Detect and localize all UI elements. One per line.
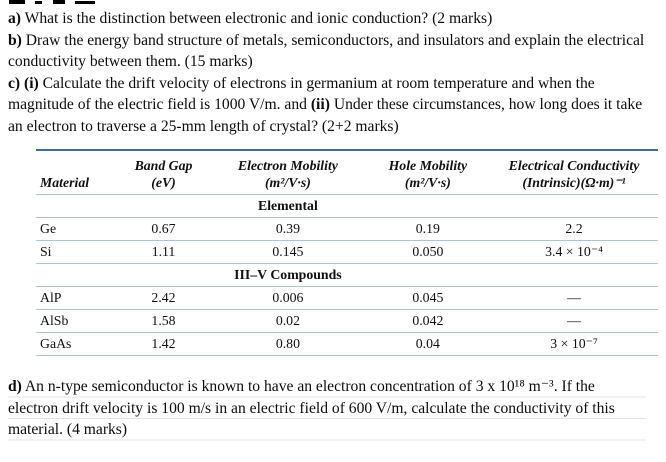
col-header-band-gap: Band Gap (eV) [117,150,210,195]
table-header-row: Material Band Gap (eV) Electron Mobility… [36,150,658,195]
col-header-material: Material [40,175,90,190]
cell-hole-mobility: 0.19 [415,221,440,236]
table-row-alp: AlP 2.42 0.006 0.045 — [36,287,658,310]
table-section-iii-v-compounds: III–V Compounds [36,264,658,287]
table-row-si: Si 1.11 0.145 0.050 3.4 × 10⁻⁴ [36,241,658,264]
section-title-elemental: Elemental [258,198,318,213]
cell-hole-mobility: 0.042 [412,313,444,328]
col-header-hole-mobility-line1: Hole Mobility [388,158,468,173]
col-header-electrical-conductivity-line1: Electrical Conductivity [508,158,640,173]
col-header-electron-mobility: Electron Mobility (m²/V·s) [210,150,366,195]
cell-band-gap: 1.58 [151,313,176,328]
col-header-electrical-conductivity-line2: (Intrinsic)(Ω·m)⁻¹ [522,175,626,190]
col-header-electrical-conductivity: Electrical Conductivity (Intrinsic)(Ω·m)… [490,150,658,195]
col-header-electron-mobility-line1: Electron Mobility [237,158,338,173]
question-a: a) What is the distinction between elect… [8,8,656,30]
question-c-text-ii: Under these circumstances, how long does… [8,96,643,135]
question-c-text-i: Calculate the drift velocity of electron… [8,74,595,114]
question-d-label: d) [8,378,22,395]
cell-band-gap: 1.11 [151,244,176,259]
cell-conductivity: 3 × 10⁻⁷ [550,336,598,351]
cell-hole-mobility: 0.04 [415,336,440,351]
question-a-text: What is the distinction between electron… [21,10,493,27]
cell-band-gap: 1.42 [151,336,176,351]
question-c: c) (i) Calculate the drift velocity of e… [8,73,656,138]
cell-material: GaAs [40,336,72,351]
table-row-ge: Ge 0.67 0.39 0.19 2.2 [36,218,658,241]
table-section-elemental: Elemental [36,195,658,218]
cell-conductivity: — [567,313,581,328]
section-title-iii-v-compounds: III–V Compounds [234,267,342,282]
col-header-hole-mobility: Hole Mobility (m²/V·s) [366,150,490,195]
question-c-label-ii: (ii) [310,96,330,113]
question-b-text: Draw the energy band structure of metals… [8,31,645,71]
cell-electron-mobility: 0.80 [275,336,300,351]
col-header-band-gap-line1: Band Gap [134,158,193,173]
question-a-label: a) [8,10,21,27]
exam-page: a) What is the distinction between elect… [8,8,658,441]
question-b: b) Draw the energy band structure of met… [8,30,656,73]
col-header-band-gap-line2: (eV) [151,175,176,190]
semiconductor-properties-table: Material Band Gap (eV) Electron Mobility… [36,149,658,356]
col-header-electron-mobility-line2: (m²/V·s) [264,175,311,190]
cell-conductivity: — [567,290,581,305]
col-header-hole-mobility-line2: (m²/V·s) [404,175,451,190]
cell-electron-mobility: 0.39 [275,221,300,236]
question-b-label: b) [8,31,22,49]
cell-hole-mobility: 0.045 [412,290,444,305]
cell-electron-mobility: 0.145 [272,244,304,259]
table-row-alsb: AlSb 1.58 0.02 0.042 — [36,310,658,333]
cell-hole-mobility: 0.050 [412,244,444,259]
cell-material: AlP [40,290,62,305]
cell-material: Ge [40,221,57,236]
cell-electron-mobility: 0.006 [272,290,304,305]
question-d-text: An n-type semiconductor is known to have… [8,378,615,438]
cell-band-gap: 2.42 [151,290,176,305]
cell-band-gap: 0.67 [151,221,176,236]
question-d: d) An n-type semiconductor is known to h… [8,376,646,441]
cell-conductivity: 3.4 × 10⁻⁴ [545,244,603,259]
table-row-gaas: GaAs 1.42 0.80 0.04 3 × 10⁻⁷ [36,333,658,356]
cell-conductivity: 2.2 [565,221,583,236]
question-c-label-i: c) (i) [8,74,39,92]
cropped-content-fragment [9,0,99,4]
cell-material: AlSb [40,313,69,328]
cell-material: Si [40,244,52,259]
cell-electron-mobility: 0.02 [275,313,300,328]
